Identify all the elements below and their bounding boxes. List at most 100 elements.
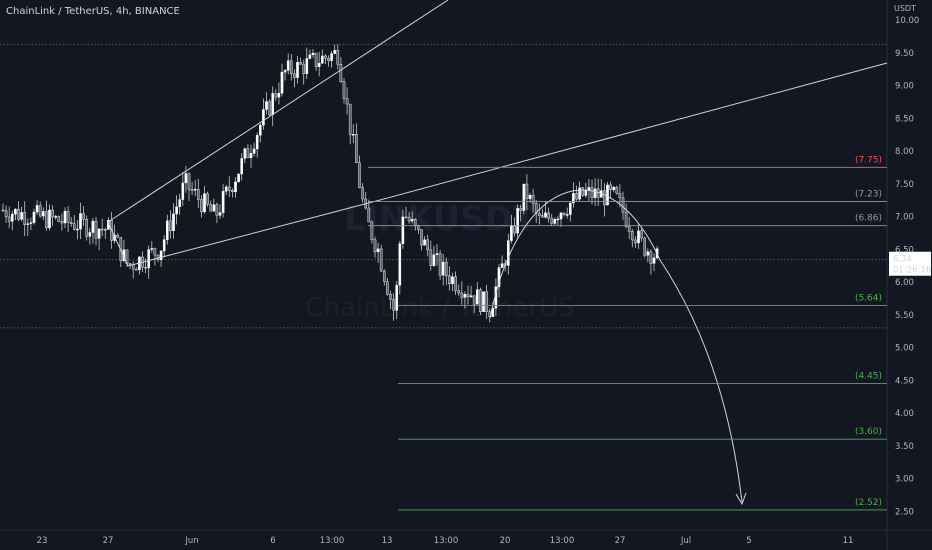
y-tick-label: 3.50 — [895, 442, 914, 452]
price-tag-value: 6.34 — [893, 255, 912, 265]
candle-body — [32, 211, 36, 223]
wedge-upper-line[interactable] — [107, 0, 449, 223]
candle-body — [525, 183, 529, 199]
candle-body — [547, 212, 550, 219]
candle-body — [339, 64, 343, 82]
level-label: (2.52) — [855, 498, 882, 508]
candle-body — [544, 212, 547, 218]
candle-body — [398, 243, 402, 286]
candle-body — [51, 209, 54, 218]
candle-body — [255, 134, 259, 150]
candle-body — [342, 81, 346, 99]
candle-body — [85, 219, 88, 237]
wedge-start-line[interactable] — [107, 221, 129, 267]
y-tick-label: 6.50 — [895, 245, 914, 255]
candle-body — [63, 210, 67, 224]
candle-body — [243, 148, 247, 159]
candle-body — [131, 264, 135, 270]
axis-unit-label: USDT — [894, 4, 916, 13]
candle-body — [510, 225, 513, 241]
rounding-top-arc[interactable] — [489, 189, 661, 319]
candle-body — [451, 276, 454, 285]
candle-body — [7, 216, 11, 222]
candle-body — [26, 223, 30, 225]
candle-body — [252, 148, 256, 154]
candle-body — [414, 219, 417, 226]
y-tick-label: 5.50 — [895, 311, 914, 321]
x-tick-label: 23 — [37, 536, 48, 546]
candle-body — [184, 173, 188, 184]
candle-body — [100, 228, 104, 231]
x-tick-label: 6 — [270, 536, 275, 546]
y-tick-label: 2.50 — [895, 507, 914, 517]
projection-arrow — [735, 492, 747, 506]
candle-body — [224, 186, 228, 192]
candle-body — [603, 190, 606, 206]
candle-body — [420, 229, 423, 246]
candle-body — [209, 204, 213, 212]
candle-body — [147, 249, 151, 269]
candle-body — [640, 230, 643, 239]
candle-body — [572, 193, 575, 204]
chart-header: ChainLink / TetherUS, 4h, BINANCE — [6, 6, 180, 17]
candle-body — [410, 219, 414, 222]
candle-body — [91, 220, 95, 233]
candle-body — [556, 218, 560, 221]
candle-body — [150, 248, 154, 250]
candle-body — [606, 184, 609, 206]
candle-body — [624, 211, 628, 227]
candle-body — [227, 186, 231, 191]
y-tick-label: 8.50 — [895, 114, 914, 124]
candle-body — [206, 193, 209, 205]
candle-body — [438, 253, 442, 276]
candle-body — [215, 204, 219, 216]
candle-body — [290, 60, 293, 75]
candle-body — [178, 199, 182, 207]
candle-body — [485, 291, 488, 312]
price-tag-countdown: 01:26:16 — [893, 266, 931, 276]
y-tick-label: 7.50 — [895, 180, 914, 190]
candle-body — [376, 248, 380, 253]
candle-body — [296, 61, 299, 78]
candle-body — [407, 216, 411, 222]
candle-body — [14, 208, 17, 215]
candle-body — [627, 226, 631, 232]
candle-body — [29, 222, 33, 224]
candle-body — [35, 205, 39, 213]
x-tick-label: 13:00 — [434, 536, 459, 546]
projection-curve[interactable] — [659, 259, 743, 503]
candle-body — [389, 294, 392, 300]
candle-body — [590, 187, 594, 198]
candle-body — [237, 173, 240, 183]
candle-body — [457, 290, 461, 294]
x-tick-label: Jul — [680, 536, 691, 546]
candle-body — [618, 193, 622, 199]
candle-body — [79, 213, 82, 230]
candle-body — [395, 285, 399, 311]
candle-body — [66, 210, 70, 223]
candle-body — [445, 261, 448, 277]
candle-body — [60, 221, 64, 224]
candle-body — [17, 208, 20, 220]
trendline-extension[interactable] — [379, 62, 888, 201]
candle-body — [355, 133, 358, 163]
candle-body — [190, 189, 194, 191]
candle-body — [293, 73, 296, 78]
candle-body — [1, 209, 5, 212]
x-tick-label: 27 — [615, 536, 626, 546]
candle-body — [550, 217, 553, 224]
candle-body — [565, 214, 569, 216]
y-tick-label: 9.00 — [895, 82, 914, 92]
y-tick-label: 9.50 — [895, 49, 914, 59]
candle-body — [479, 289, 482, 312]
candle-body — [584, 190, 588, 196]
candle-body — [153, 248, 157, 256]
candle-body — [578, 187, 581, 200]
wedge-lower-line[interactable] — [127, 199, 381, 267]
candle-body — [54, 216, 57, 218]
candle-body — [305, 58, 309, 74]
candle-body — [277, 92, 281, 98]
candle-body — [268, 101, 271, 115]
candle-body — [336, 50, 340, 65]
